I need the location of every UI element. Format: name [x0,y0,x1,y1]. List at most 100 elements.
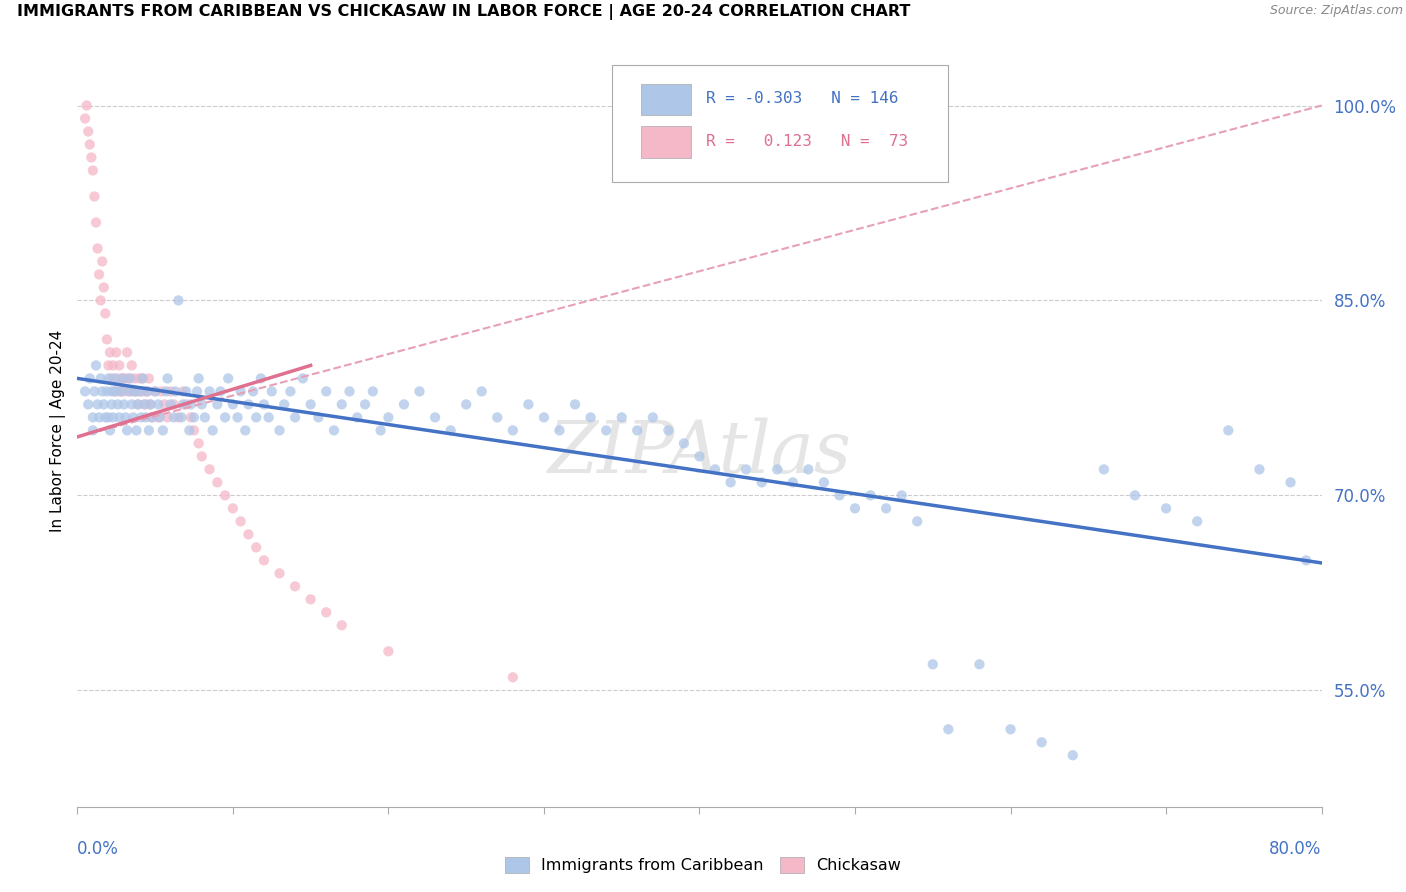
Point [1092,462,1115,476]
Point [96,384,118,399]
Point [108,359,131,373]
Point [610,410,633,425]
Point [751,475,773,490]
Point [112,384,135,399]
Point [86,397,108,411]
Point [100,397,122,411]
Point [284,579,307,593]
Point [136,384,159,399]
Point [83,189,105,203]
Point [579,410,602,425]
Point [260,384,283,399]
Point [172,397,194,411]
Point [735,462,758,476]
Point [330,618,353,632]
Point [1187,514,1209,528]
Point [124,371,146,385]
Point [138,371,160,385]
Point [104,384,127,399]
Point [134,384,156,399]
Point [1000,723,1022,737]
Text: IMMIGRANTS FROM CARIBBEAN VS CHICKASAW IN LABOR FORCE | AGE 20-24 CORRELATION CH: IMMIGRANTS FROM CARIBBEAN VS CHICKASAW I… [17,4,910,21]
Point [315,384,337,399]
Point [253,397,276,411]
Point [121,397,143,411]
Point [797,462,820,476]
Point [136,384,159,399]
Point [180,397,202,411]
Point [1123,488,1146,502]
Point [179,424,201,438]
Point [641,410,664,425]
Point [187,436,209,450]
Bar [641,126,690,158]
Point [110,384,132,399]
Point [905,514,928,528]
Point [159,397,181,411]
Point [183,410,205,425]
Bar [641,84,690,115]
Point [233,424,256,438]
Point [187,371,209,385]
Point [148,397,170,411]
Point [124,384,146,399]
Point [105,384,128,399]
Point [127,397,149,411]
Point [704,462,727,476]
Point [315,605,337,619]
Point [1062,748,1084,763]
Point [626,424,648,438]
Point [94,306,117,320]
Point [155,384,177,399]
Point [533,410,555,425]
Point [107,371,129,385]
Point [229,514,252,528]
Point [165,384,187,399]
Point [167,293,190,308]
Point [172,384,194,399]
Point [280,384,302,399]
Point [125,384,148,399]
Point [139,397,162,411]
Point [921,657,943,672]
Point [170,410,193,425]
Point [201,424,224,438]
Point [75,384,97,399]
Point [245,410,267,425]
Point [969,657,991,672]
Point [83,384,105,399]
Point [86,242,108,256]
Point [392,397,415,411]
Point [80,151,103,165]
Point [90,293,112,308]
Point [207,397,229,411]
Point [163,397,186,411]
Point [122,410,145,425]
Point [150,384,173,399]
Point [226,410,249,425]
Point [548,424,571,438]
Point [110,384,132,399]
Point [101,359,124,373]
Point [77,124,100,138]
Point [440,424,463,438]
Point [156,371,179,385]
Point [813,475,835,490]
Point [82,163,104,178]
Point [163,410,186,425]
Point [180,410,202,425]
Point [153,397,176,411]
Point [93,280,115,294]
Point [273,397,295,411]
Point [198,462,221,476]
Point [128,371,150,385]
Text: 80.0%: 80.0% [1270,840,1322,858]
Point [101,410,124,425]
Point [114,410,136,425]
Point [720,475,742,490]
Point [127,397,149,411]
Point [339,384,361,399]
Point [112,397,135,411]
Point [307,410,329,425]
Point [111,371,134,385]
